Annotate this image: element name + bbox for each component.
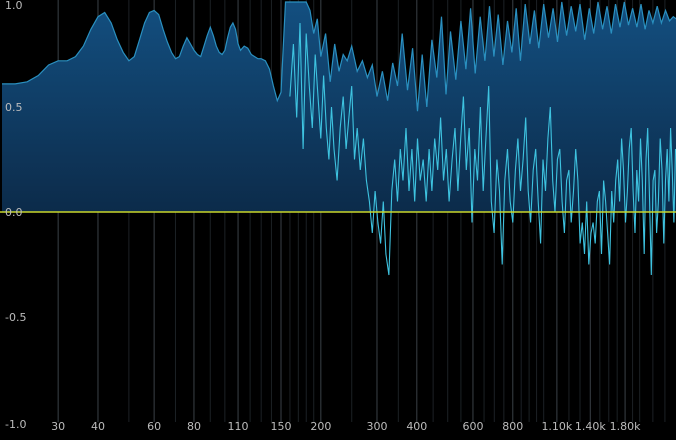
envelope-line bbox=[2, 1, 676, 112]
x-tick-label: 400 bbox=[406, 420, 427, 433]
detail-line bbox=[289, 22, 676, 276]
x-tick-label: 110 bbox=[228, 420, 249, 433]
y-tick-label: -0.5 bbox=[5, 311, 26, 324]
x-tick-label: 200 bbox=[310, 420, 331, 433]
x-tick-label: 150 bbox=[271, 420, 292, 433]
x-tick-label: 60 bbox=[147, 420, 161, 433]
x-tick-label: 1.40k bbox=[575, 420, 606, 433]
y-tick-label: -1.0 bbox=[5, 418, 26, 431]
x-tick-label: 600 bbox=[462, 420, 483, 433]
y-tick-label: 0.5 bbox=[5, 101, 23, 114]
x-tick-label: 30 bbox=[51, 420, 65, 433]
x-tick-label: 40 bbox=[91, 420, 105, 433]
x-tick-label: 80 bbox=[187, 420, 201, 433]
x-tick-label: 800 bbox=[502, 420, 523, 433]
y-tick-label: 1.0 bbox=[5, 0, 23, 12]
y-tick-label: 0.0 bbox=[5, 206, 23, 219]
x-tick-label: 1.80k bbox=[610, 420, 641, 433]
x-tick-label: 300 bbox=[366, 420, 387, 433]
x-axis-labels: 30 40 60 80 110 150 200 300 400 600 800 1.10k 1.40k 1… bbox=[51, 420, 641, 433]
y-axis-labels: 1.0 0.5 0.0 -0.5 -1.0 bbox=[5, 0, 26, 431]
x-tick-label: 1.10k bbox=[541, 420, 572, 433]
